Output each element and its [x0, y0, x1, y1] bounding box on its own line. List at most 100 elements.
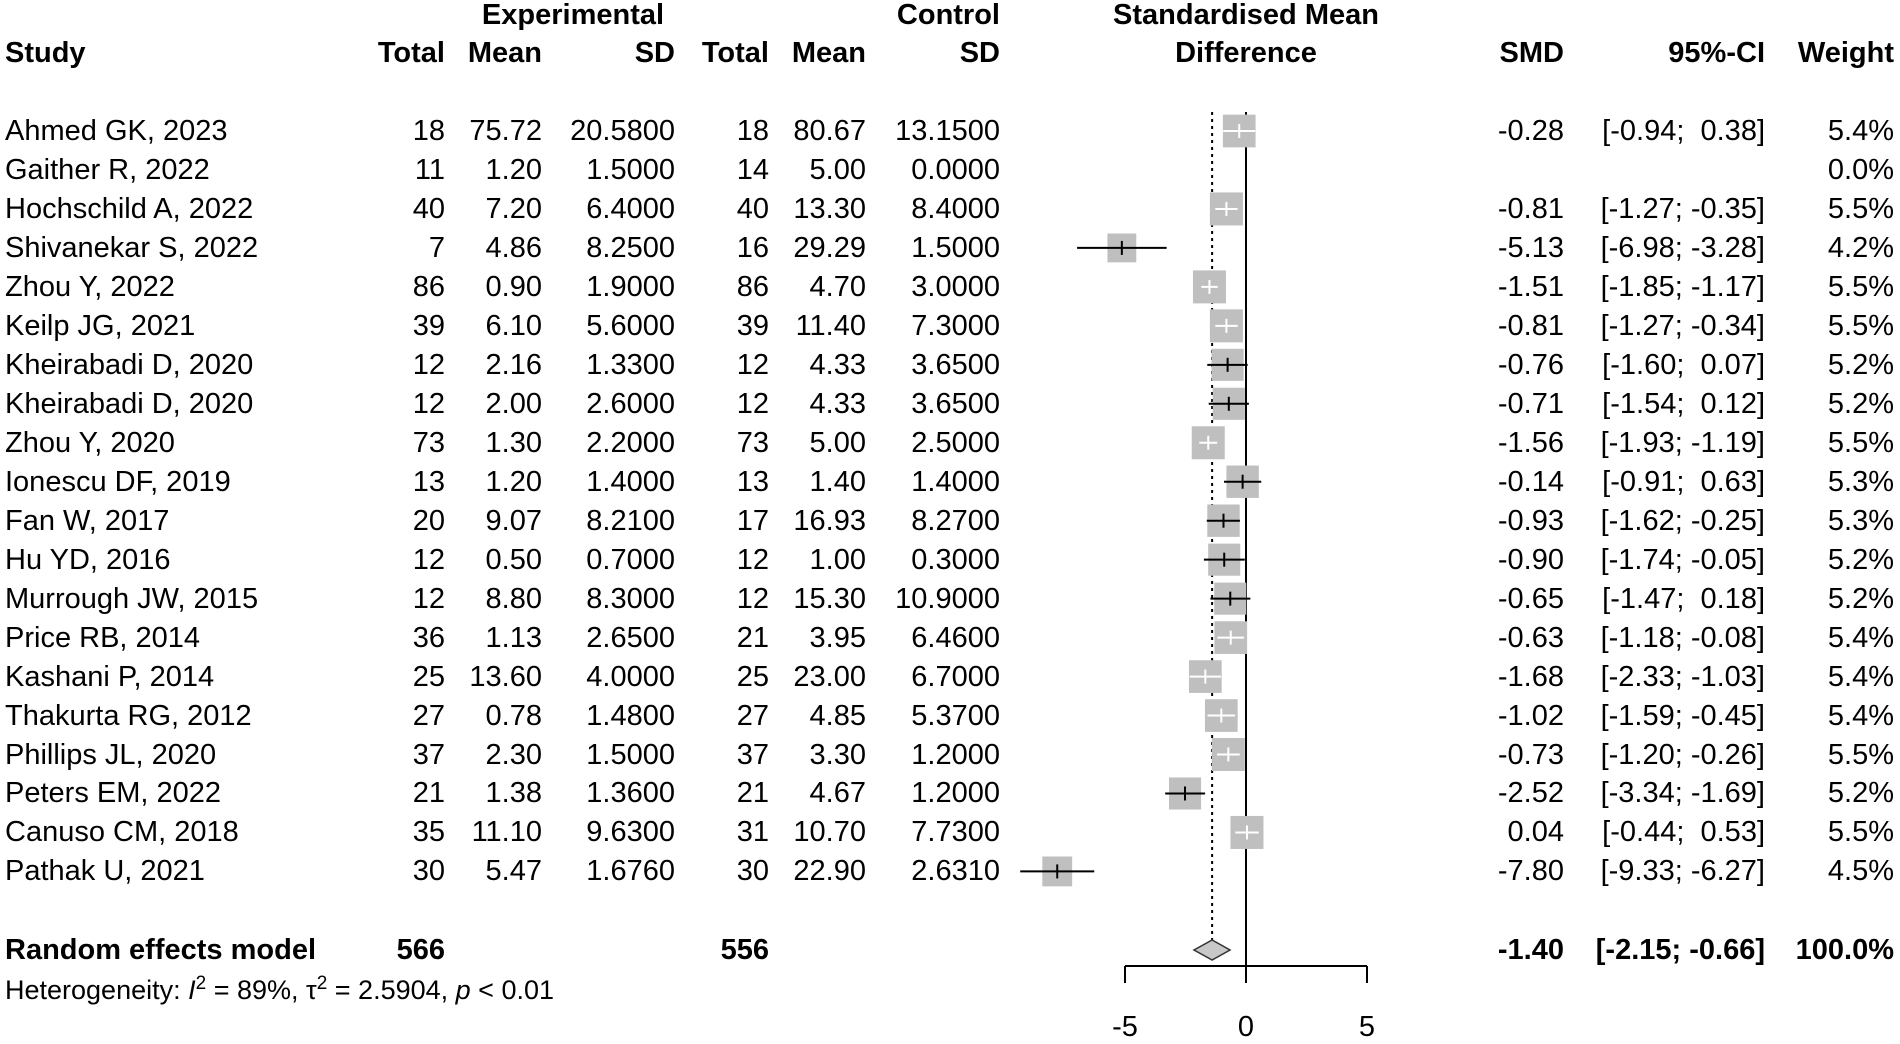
study-name: Hu YD, 2016	[5, 543, 171, 576]
exp-mean: 4.86	[485, 231, 542, 264]
ctrl-mean: 5.00	[809, 153, 866, 186]
exp-total: 40	[412, 192, 445, 225]
exp-mean: 8.80	[485, 582, 542, 615]
ctrl-sd: 0.0000	[911, 153, 1000, 186]
exp-total: 12	[412, 387, 445, 420]
weight: 5.4%	[1827, 115, 1894, 147]
ctrl-mean: 11.40	[795, 309, 866, 342]
smd: -0.73	[1497, 738, 1564, 771]
header-ci: 95%-CI	[1668, 37, 1765, 69]
ci: [-1.27; -0.35]	[1600, 192, 1765, 225]
ctrl-sd: 3.6500	[911, 387, 1000, 420]
header-exp-mean: Mean	[467, 37, 542, 69]
pooled-exp-total: 566	[396, 934, 445, 966]
exp-mean: 2.30	[485, 738, 542, 771]
weight: 4.2%	[1827, 231, 1894, 264]
weight: 5.4%	[1827, 621, 1894, 654]
exp-mean: 13.60	[469, 660, 542, 693]
ctrl-mean: 23.00	[793, 660, 866, 693]
smd: -0.28	[1497, 115, 1564, 147]
exp-sd: 1.3600	[586, 777, 675, 810]
header-plot-title-1: Standardised Mean	[1113, 0, 1379, 31]
ctrl-sd: 1.2000	[911, 777, 1000, 810]
exp-total: 21	[412, 777, 445, 810]
exp-total: 13	[412, 465, 445, 498]
pooled-ci: [-2.15; -0.66]	[1595, 934, 1765, 966]
ctrl-sd: 7.7300	[911, 816, 1000, 849]
exp-sd: 1.5000	[586, 153, 675, 186]
ci: [-1.59; -0.45]	[1600, 699, 1765, 732]
exp-mean: 2.16	[485, 348, 542, 381]
het-tau-symbol: τ	[306, 975, 317, 1005]
ctrl-total: 39	[736, 309, 769, 342]
ctrl-sd: 0.3000	[911, 543, 1000, 576]
study-name: Fan W, 2017	[5, 504, 170, 537]
study-name: Canuso CM, 2018	[5, 816, 239, 849]
exp-sd: 1.6760	[586, 855, 675, 888]
ctrl-total: 21	[736, 621, 769, 654]
exp-total: 12	[412, 582, 445, 615]
exp-total: 36	[412, 621, 445, 654]
header-ctrl-total: Total	[701, 37, 769, 69]
study-name: Gaither R, 2022	[5, 153, 210, 186]
ctrl-mean: 22.90	[793, 855, 866, 888]
ctrl-sd: 8.4000	[911, 192, 1000, 225]
ctrl-total: 16	[736, 231, 769, 264]
ctrl-sd: 1.2000	[911, 738, 1000, 771]
study-name: Thakurta RG, 2012	[5, 699, 252, 732]
smd: -0.63	[1497, 621, 1564, 654]
exp-sd: 9.6300	[586, 816, 675, 849]
study-name: Kheirabadi D, 2020	[5, 348, 254, 381]
ctrl-mean: 4.85	[809, 699, 866, 732]
ctrl-total: 73	[736, 426, 769, 459]
study-name: Ionescu DF, 2019	[5, 465, 231, 498]
exp-total: 73	[412, 426, 445, 459]
smd: -0.81	[1497, 192, 1564, 225]
smd: 0.04	[1507, 816, 1564, 849]
ctrl-total: 37	[736, 738, 769, 771]
smd: -5.13	[1497, 231, 1564, 264]
weight: 5.2%	[1827, 582, 1894, 615]
ctrl-mean: 13.30	[793, 192, 866, 225]
ci: [-1.74; -0.05]	[1600, 543, 1765, 576]
exp-mean: 6.10	[485, 309, 542, 342]
ci: [-1.85; -1.17]	[1600, 270, 1765, 303]
exp-sd: 1.4800	[586, 699, 675, 732]
exp-total: 12	[412, 543, 445, 576]
ci: [-1.27; -0.34]	[1600, 309, 1765, 342]
weight: 4.5%	[1827, 855, 1894, 888]
x-tick-label: -5	[1112, 1011, 1138, 1043]
ctrl-sd: 3.0000	[911, 270, 1000, 303]
ci: [-1.20; -0.26]	[1600, 738, 1765, 771]
ctrl-total: 25	[736, 660, 769, 693]
study-name: Phillips JL, 2020	[5, 738, 217, 771]
weight: 5.2%	[1827, 348, 1894, 381]
exp-sd: 8.3000	[586, 582, 675, 615]
weight: 5.3%	[1827, 504, 1894, 537]
het-tau-sq: 2	[316, 973, 328, 994]
weight: 5.5%	[1827, 270, 1894, 303]
exp-mean: 5.47	[485, 855, 542, 888]
het-p: < 0.01	[470, 975, 554, 1005]
pooled-diamond	[1192, 939, 1232, 961]
exp-sd: 8.2100	[586, 504, 675, 537]
study-name: Zhou Y, 2022	[5, 270, 175, 303]
pooled-smd: -1.40	[1497, 934, 1564, 966]
header-study: Study	[5, 37, 86, 69]
ci: [-9.33; -6.27]	[1600, 855, 1765, 888]
exp-total: 30	[412, 855, 445, 888]
ctrl-mean: 1.00	[809, 543, 866, 576]
ci: [-1.54; 0.12]	[1602, 387, 1765, 420]
exp-sd: 2.2000	[586, 426, 675, 459]
ctrl-mean: 80.67	[793, 115, 866, 147]
exp-sd: 4.0000	[586, 660, 675, 693]
study-name: Price RB, 2014	[5, 621, 201, 654]
weight: 5.2%	[1827, 387, 1894, 420]
exp-mean: 0.78	[485, 699, 542, 732]
exp-mean: 2.00	[485, 387, 542, 420]
exp-sd: 20.5800	[570, 115, 675, 147]
ctrl-mean: 4.33	[809, 348, 866, 381]
exp-mean: 9.07	[485, 504, 542, 537]
ctrl-total: 30	[736, 855, 769, 888]
